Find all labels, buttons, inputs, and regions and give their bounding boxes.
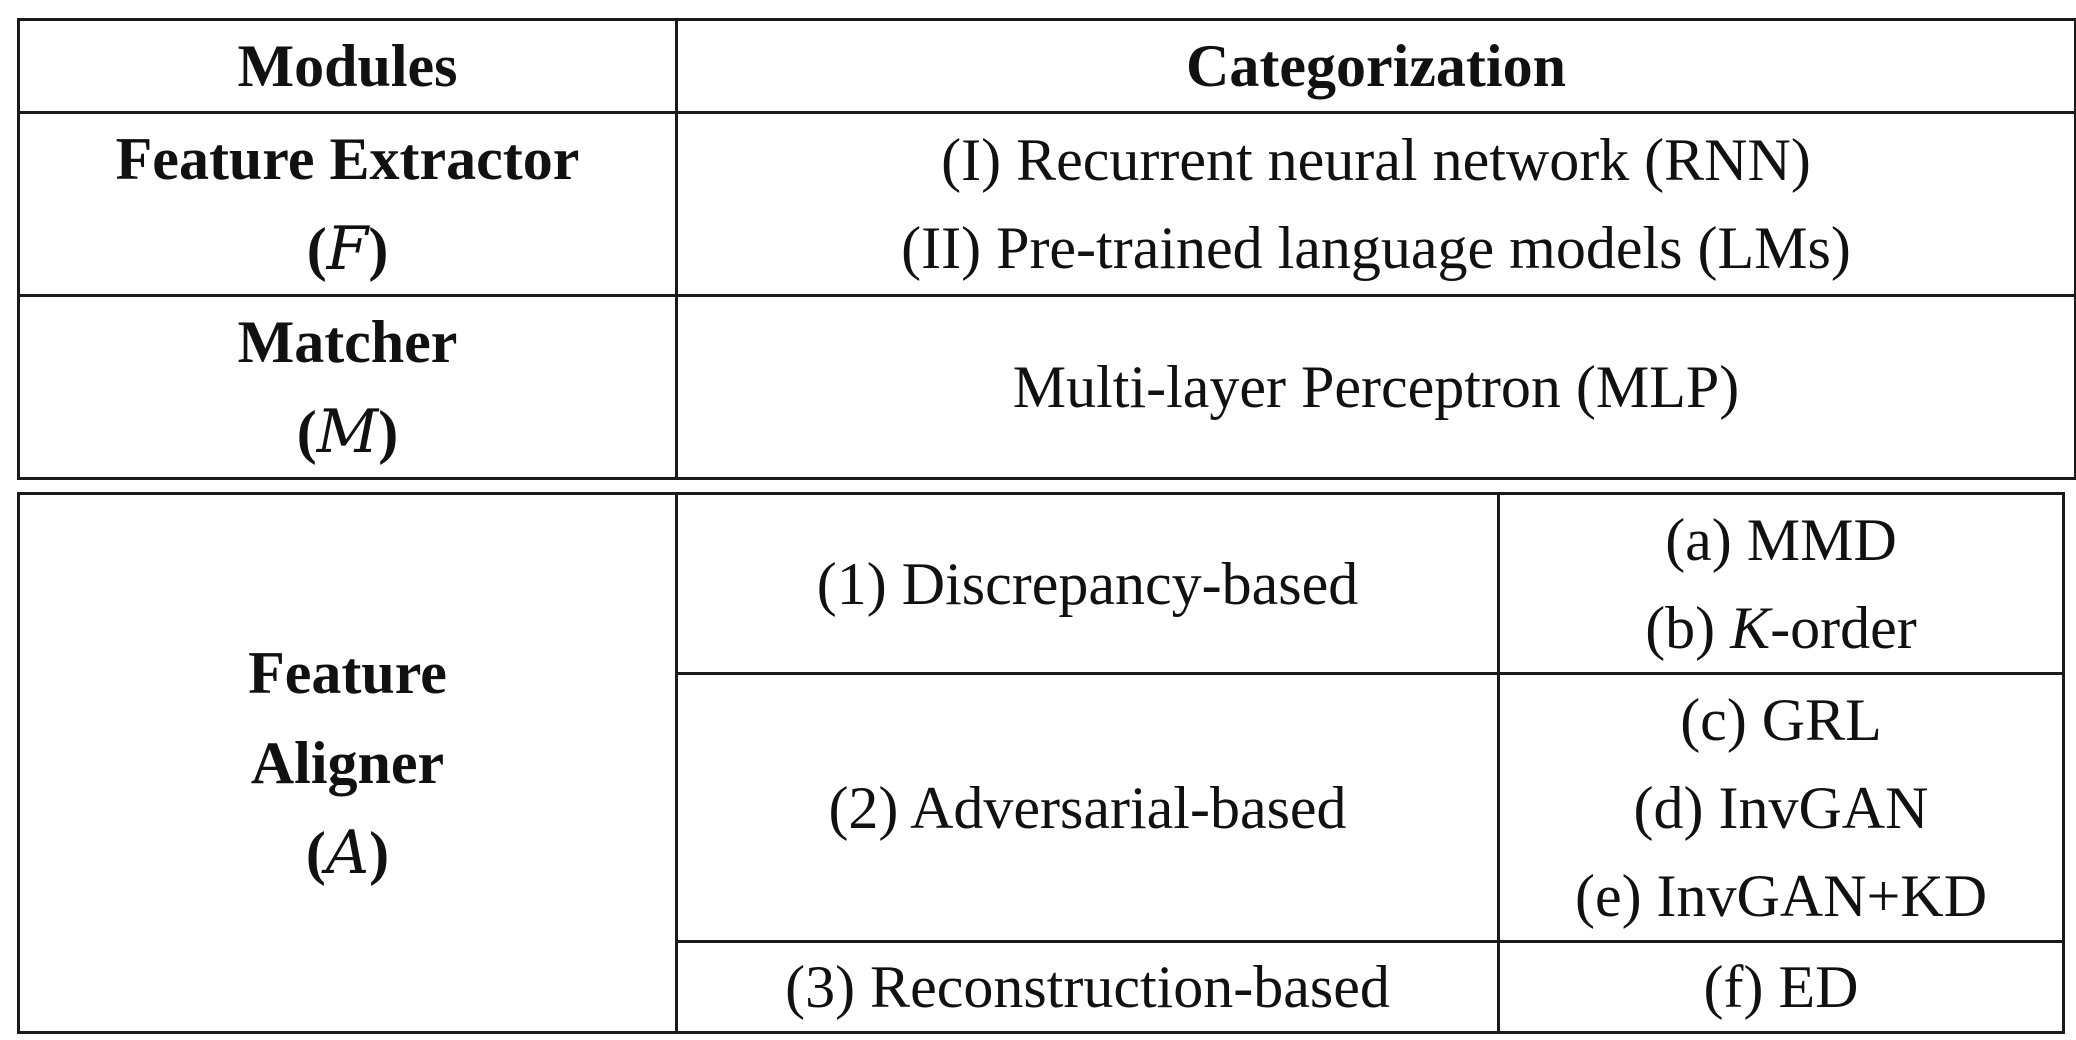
method-mmd: (a) MMD [1665,506,1897,573]
method-k-order: (b) K-order [1500,584,2062,672]
feature-extractor-cell: Feature Extractor (F) [17,111,678,297]
feature-aligner-name-line1: Feature [248,640,447,706]
modules-table: Modules Categorization Feature Extractor… [17,18,2076,480]
feature-extractor-categories: (I) Recurrent neural network (RNN) (II) … [675,111,2076,297]
method-k-order-suffix: -order [1770,594,1917,661]
feature-extractor-row: Feature Extractor (F) (I) Recurrent neur… [17,111,2076,297]
feature-extractor-symbol-line: (F) [20,204,675,294]
aligner-row-adversarial: (2) Adversarial-based (c) GRL (d) InvGAN… [19,672,2065,943]
feature-aligner-name-line2: Aligner [250,730,445,796]
method-invgan: (d) InvGAN [1633,774,1929,841]
feature-extractor-symbol-open: ( [306,216,327,282]
group-label-discrepancy: (1) Discrepancy-based [675,492,1500,675]
feature-aligner-cell: Feature Aligner (A) [17,492,678,1034]
aligner-row-discrepancy: Feature Aligner (A) (1) Discrepancy-base… [17,492,2065,1034]
method-grl: (c) GRL [1680,686,1882,753]
feature-aligner-symbol-close: ) [369,820,390,886]
category-item-lms: (II) Pre-trained language models (LMs) [901,215,1851,281]
feature-aligner-symbol-open: ( [305,820,326,886]
feature-extractor-name: Feature Extractor [115,126,580,192]
matcher-symbol-line: (M) [20,387,675,477]
method-k-order-prefix: (b) [1645,594,1731,661]
method-k-order-variable: K [1730,594,1771,661]
feature-aligner-table: Feature Aligner (A) (1) Discrepancy-base… [17,492,2065,1034]
method-invgan-kd: (e) InvGAN+KD [1574,862,1988,929]
group-methods-discrepancy: (a) MMD (b) K-order [1497,492,2065,675]
feature-aligner-symbol-line: (A) [20,808,675,898]
matcher-symbol-close: ) [378,399,399,465]
matcher-symbol: M [316,397,379,467]
matcher-symbol-open: ( [296,399,317,465]
header-modules: Modules [17,18,678,114]
header-categorization: Categorization [675,18,2076,114]
matcher-row: Matcher (M) Multi-layer Perceptron (MLP) [17,294,2076,480]
group-label-reconstruction: (3) Reconstruction-based [675,940,1500,1034]
group-methods-reconstruction: (f) ED [1497,940,2065,1034]
category-item-rnn: (I) Recurrent neural network (RNN) [941,127,1811,193]
feature-aligner-symbol: A [325,818,370,888]
group-label-adversarial: (2) Adversarial-based [675,672,1500,943]
matcher-category: Multi-layer Perceptron (MLP) [675,294,2076,480]
header-row: Modules Categorization [17,18,2076,114]
matcher-name: Matcher [237,309,458,375]
feature-extractor-symbol: F [326,214,369,284]
aligner-row-reconstruction: (3) Reconstruction-based (f) ED [19,940,2065,1034]
method-ed: (f) ED [1703,954,1859,1020]
feature-extractor-symbol-close: ) [368,216,389,282]
group-methods-adversarial: (c) GRL (d) InvGAN (e) InvGAN+KD [1497,672,2065,943]
matcher-cell: Matcher (M) [17,294,678,480]
